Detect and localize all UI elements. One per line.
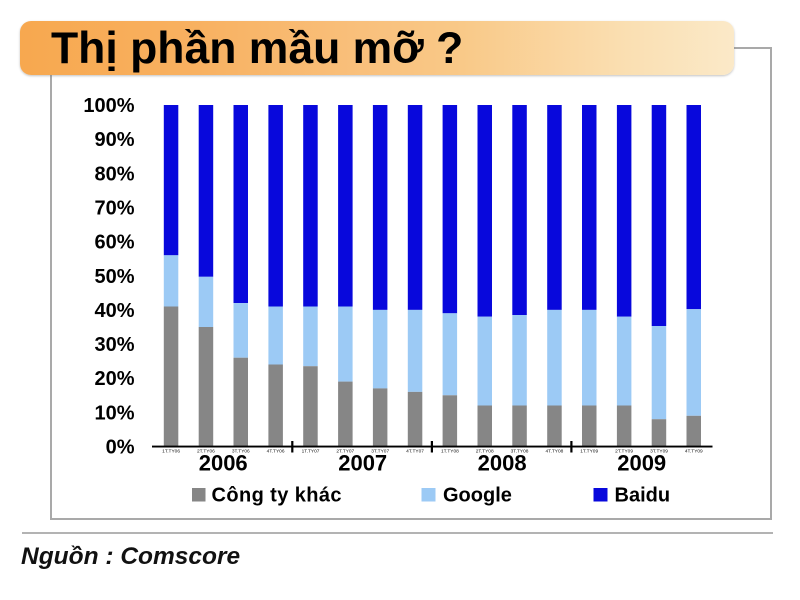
svg-text:3T.TY09: 3T.TY09 bbox=[650, 449, 668, 455]
svg-text:Baidu: Baidu bbox=[615, 485, 671, 507]
svg-text:1T.TY07: 1T.TY07 bbox=[302, 449, 320, 455]
svg-text:2007: 2007 bbox=[338, 451, 387, 476]
svg-text:0%: 0% bbox=[106, 437, 135, 459]
svg-text:4T.TY08: 4T.TY08 bbox=[545, 449, 563, 455]
svg-text:40%: 40% bbox=[94, 300, 134, 322]
svg-text:4T.TY06: 4T.TY06 bbox=[267, 449, 285, 455]
svg-text:Công ty khác: Công ty khác bbox=[212, 485, 342, 507]
svg-text:2006: 2006 bbox=[199, 451, 248, 476]
svg-text:2008: 2008 bbox=[478, 451, 527, 476]
svg-text:90%: 90% bbox=[94, 129, 134, 151]
svg-text:100%: 100% bbox=[83, 95, 134, 117]
svg-text:60%: 60% bbox=[94, 232, 134, 254]
svg-text:3T.TY08: 3T.TY08 bbox=[511, 449, 529, 455]
svg-text:2009: 2009 bbox=[617, 451, 666, 476]
svg-text:1T.TY06: 1T.TY06 bbox=[162, 449, 180, 455]
svg-text:2T.TY08: 2T.TY08 bbox=[476, 449, 494, 455]
svg-text:80%: 80% bbox=[94, 163, 134, 185]
svg-text:3T.TY07: 3T.TY07 bbox=[371, 449, 389, 455]
svg-text:70%: 70% bbox=[94, 197, 134, 219]
svg-text:4T.TY09: 4T.TY09 bbox=[685, 449, 703, 455]
svg-text:10%: 10% bbox=[94, 402, 134, 424]
svg-text:20%: 20% bbox=[94, 368, 134, 390]
svg-text:1T.TY09: 1T.TY09 bbox=[580, 449, 598, 455]
svg-text:4T.TY07: 4T.TY07 bbox=[406, 449, 424, 455]
svg-text:2T.TY06: 2T.TY06 bbox=[197, 449, 215, 455]
svg-text:Google: Google bbox=[443, 485, 512, 507]
svg-text:3T.TY06: 3T.TY06 bbox=[232, 449, 250, 455]
svg-text:30%: 30% bbox=[94, 334, 134, 356]
svg-text:1T.TY08: 1T.TY08 bbox=[441, 449, 459, 455]
svg-text:2T.TY07: 2T.TY07 bbox=[336, 449, 354, 455]
svg-text:2T.TY09: 2T.TY09 bbox=[615, 449, 633, 455]
svg-text:50%: 50% bbox=[94, 266, 134, 288]
